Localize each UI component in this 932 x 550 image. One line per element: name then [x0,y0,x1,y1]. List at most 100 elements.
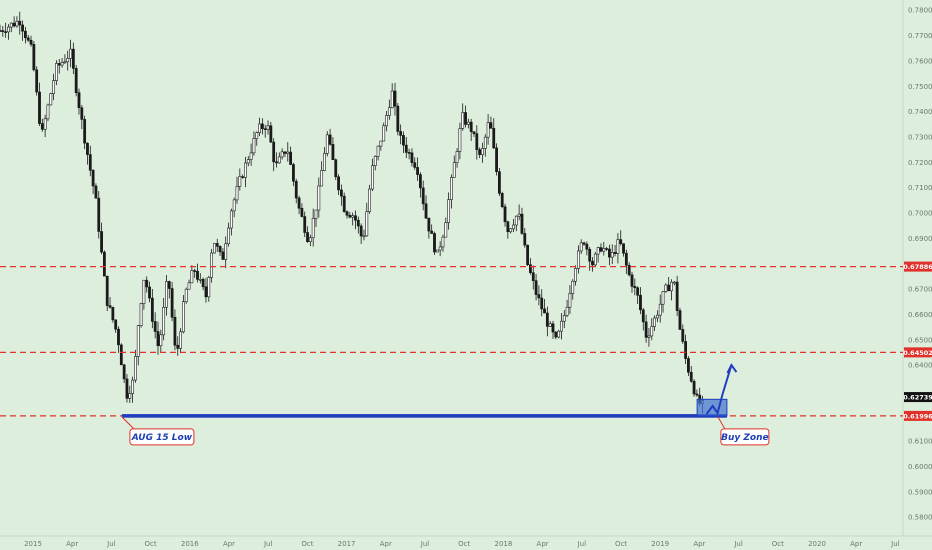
callout-box[interactable] [720,428,770,446]
candle-body [83,119,87,144]
candle-body [167,281,171,289]
y-tick-label: 0.58000 [908,514,932,522]
candle-body [455,151,459,163]
candle-body [280,151,284,158]
candle-body [458,128,462,152]
candle-body [71,48,75,69]
candle-body [148,286,151,299]
candle-body [655,314,659,319]
candle-body [196,270,199,280]
candle-body [379,140,383,147]
candle-body [43,118,47,130]
candles [0,11,704,414]
candle-body [218,246,222,253]
candle-body [80,107,84,120]
candle-body [176,344,180,349]
candle-body [681,329,685,342]
candle-body [464,112,467,125]
candle-body [560,320,563,332]
candle-body [610,252,614,258]
candle-body [306,232,309,242]
candle-body [427,217,431,232]
candle-body [314,209,318,219]
candle-body [387,107,391,116]
candle-body [647,335,651,338]
candle-body [156,331,160,347]
candle-body [241,176,245,178]
candle-body [63,61,67,64]
candle-body [114,319,118,330]
candle-body [142,279,146,304]
candle-body [139,303,143,327]
candle-body [599,247,603,252]
candle-body [565,306,569,316]
candle-body [413,162,417,168]
candle-body [66,58,70,63]
candle-body [585,243,589,250]
candle-body [52,80,56,94]
x-tick-label: Jul [263,540,273,548]
candle-body [653,317,656,327]
candle-body [9,22,13,28]
projection-arrow[interactable] [705,364,733,416]
candle-body [373,156,377,166]
candle-body [102,251,106,277]
candle-body [201,279,205,288]
candle-body [88,154,92,171]
candle-body [633,286,637,289]
candle-body [675,281,679,311]
candle-body [100,231,103,253]
candle-body [60,62,64,66]
candle-body [334,159,338,178]
candle-body [630,274,634,287]
candle-body [410,152,414,163]
candle-body [235,186,239,201]
candle-body [407,152,411,154]
candle-body [210,252,214,278]
candle-body [252,138,256,154]
level-price-label: 0.67886 [903,263,932,271]
candle-body [636,287,640,296]
candle-body [689,371,693,382]
candle-body [46,104,50,120]
candle-body [582,242,586,245]
candle-body [86,142,89,155]
candle-body [246,159,250,164]
candle-body [529,264,532,273]
candle-body [545,312,549,327]
support-line[interactable] [121,414,727,418]
candle-body [26,37,30,41]
candle-body [450,177,453,200]
candle-body [661,291,665,305]
x-tick-label: 2016 [181,540,199,548]
candle-body [616,239,620,254]
candle-body [215,243,219,247]
candle-body [283,151,287,154]
candle-body [18,20,22,26]
candle-body [452,162,456,178]
time-axis[interactable]: 2015 Apr Jul Oct 2016 Apr Jul Oct 2017 Apr Jul Oct 2… [24,540,900,548]
candle-body [153,321,157,332]
candle-body [650,326,654,337]
x-tick-label: Apr [850,540,862,548]
callout-box[interactable] [129,428,195,446]
candle-body [481,148,484,155]
candle-body [198,279,202,281]
candle-body [576,250,580,269]
candle-body [325,134,329,154]
candle-body [385,115,388,127]
candle-body [204,286,208,298]
candle-body [348,214,352,218]
